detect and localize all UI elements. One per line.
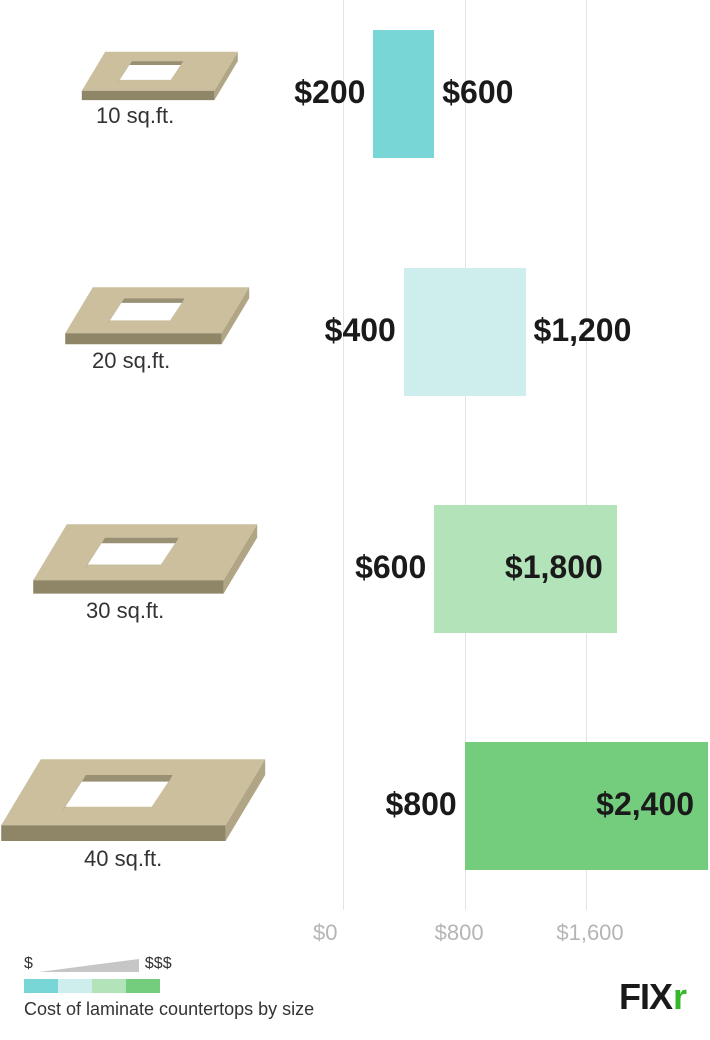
legend-high-symbol: $$$ — [145, 955, 172, 973]
legend-swatch — [92, 979, 126, 993]
data-row: 30 sq.ft. $600 $1,800 — [0, 505, 710, 633]
price-low-label: $400 — [325, 312, 396, 349]
size-label: 20 sq.ft. — [92, 348, 170, 374]
size-label: 40 sq.ft. — [84, 846, 162, 872]
axis-tick-label: $0 — [313, 920, 393, 946]
legend-wedge-icon — [39, 957, 139, 973]
size-label: 10 sq.ft. — [96, 103, 174, 129]
axis-tick-label: $1,600 — [556, 920, 636, 946]
price-low-label: $200 — [294, 74, 365, 111]
legend-swatch — [24, 979, 58, 993]
legend-swatch-row — [24, 979, 686, 993]
chart-footer: $ $$$ Cost of laminate countertops by si… — [24, 955, 686, 1020]
logo-text-main: FIX — [619, 976, 672, 1018]
data-row: 10 sq.ft. $200 $600 — [0, 30, 710, 158]
axis-tick-label: $800 — [435, 920, 515, 946]
data-row: 40 sq.ft. $800 $2,400 — [0, 742, 710, 870]
fixr-logo: FIXr — [619, 976, 686, 1018]
logo-text-accent: r — [673, 976, 686, 1018]
legend-low-symbol: $ — [24, 955, 33, 973]
legend-swatch — [58, 979, 92, 993]
price-range-bar — [404, 268, 526, 396]
price-high-label: $1,200 — [534, 312, 632, 349]
price-low-label: $800 — [386, 786, 457, 823]
data-row: 20 sq.ft. $400 $1,200 — [0, 268, 710, 396]
chart-caption: Cost of laminate countertops by size — [24, 999, 686, 1020]
size-label: 30 sq.ft. — [86, 598, 164, 624]
cost-chart: $0 $800 $1,600 10 sq.ft. $200 $600 20 sq.ft.… — [0, 0, 710, 1040]
price-range-bar — [373, 30, 434, 158]
price-high-label: $2,400 — [596, 786, 694, 823]
price-high-label: $1,800 — [505, 549, 603, 586]
legend-swatch — [126, 979, 160, 993]
price-high-label: $600 — [442, 74, 513, 111]
legend-gradient-row: $ $$$ — [24, 955, 686, 973]
price-low-label: $600 — [355, 549, 426, 586]
